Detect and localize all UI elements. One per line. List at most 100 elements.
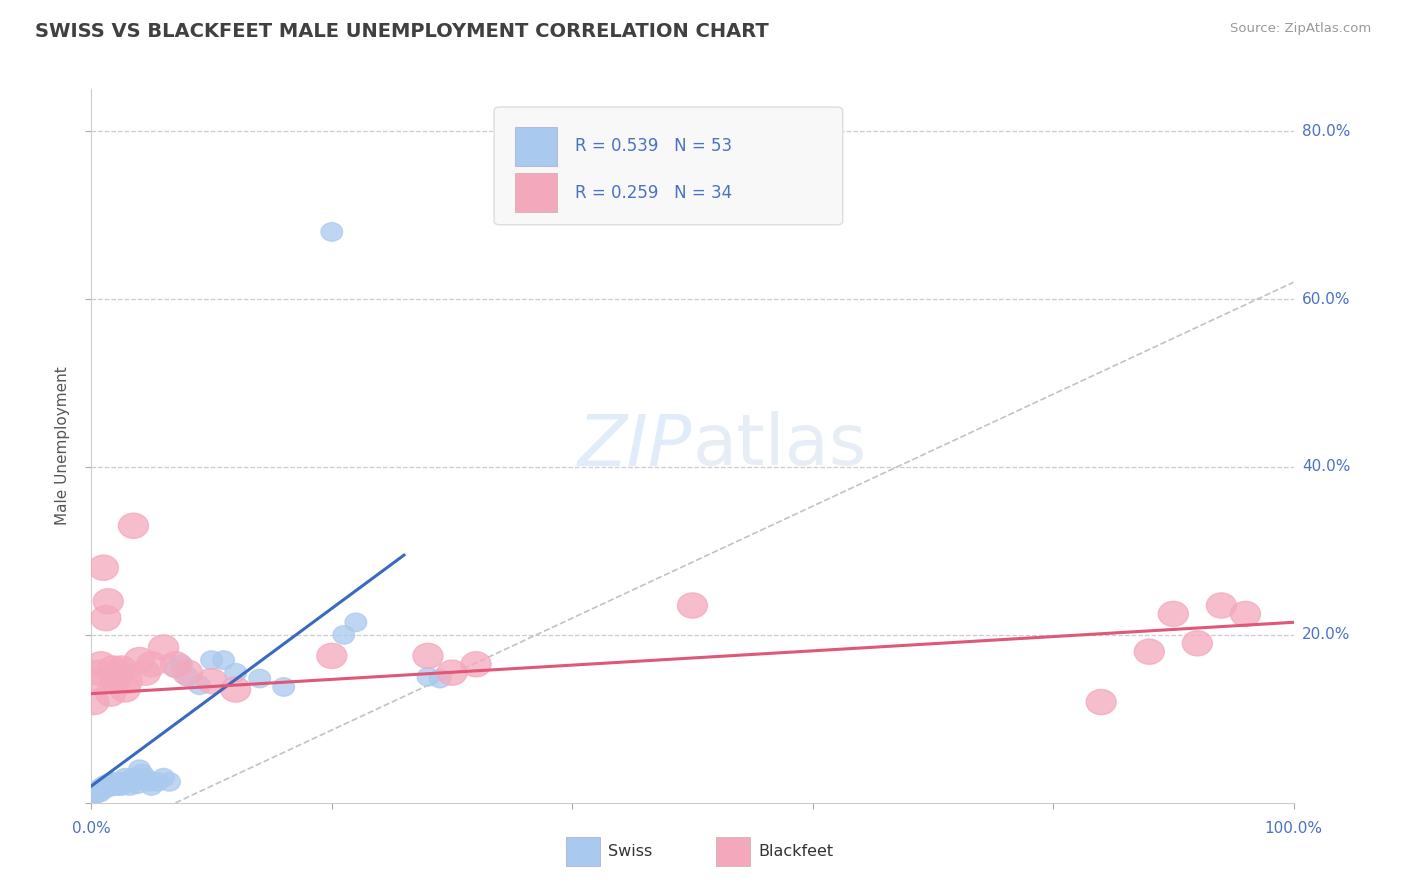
Ellipse shape <box>321 223 343 241</box>
Ellipse shape <box>86 783 107 802</box>
Ellipse shape <box>83 785 104 804</box>
Ellipse shape <box>103 775 124 794</box>
Ellipse shape <box>173 660 202 685</box>
Ellipse shape <box>124 772 145 791</box>
Ellipse shape <box>104 772 127 791</box>
Ellipse shape <box>82 668 111 694</box>
Ellipse shape <box>121 768 143 787</box>
Ellipse shape <box>131 660 160 685</box>
Ellipse shape <box>107 777 129 796</box>
FancyBboxPatch shape <box>515 173 557 212</box>
Ellipse shape <box>83 660 114 685</box>
Ellipse shape <box>197 668 226 694</box>
Ellipse shape <box>103 660 132 685</box>
Ellipse shape <box>153 768 174 787</box>
Ellipse shape <box>225 664 246 681</box>
Ellipse shape <box>1159 601 1188 626</box>
Text: atlas: atlas <box>692 411 868 481</box>
Ellipse shape <box>108 772 129 791</box>
Ellipse shape <box>120 777 141 796</box>
Ellipse shape <box>105 775 128 794</box>
Text: 20.0%: 20.0% <box>1302 627 1350 642</box>
Text: SWISS VS BLACKFEET MALE UNEMPLOYMENT CORRELATION CHART: SWISS VS BLACKFEET MALE UNEMPLOYMENT COR… <box>35 22 769 41</box>
Ellipse shape <box>93 589 124 614</box>
Ellipse shape <box>97 779 120 797</box>
Ellipse shape <box>146 772 169 791</box>
Ellipse shape <box>159 772 180 791</box>
Ellipse shape <box>135 768 156 787</box>
Ellipse shape <box>111 777 132 796</box>
Ellipse shape <box>249 669 270 688</box>
Ellipse shape <box>112 668 142 694</box>
Ellipse shape <box>107 656 136 681</box>
Ellipse shape <box>1135 639 1164 665</box>
Ellipse shape <box>110 775 131 794</box>
Ellipse shape <box>91 606 121 631</box>
Ellipse shape <box>141 777 162 796</box>
Ellipse shape <box>149 635 179 660</box>
Ellipse shape <box>104 777 125 796</box>
Ellipse shape <box>273 678 294 696</box>
Text: Swiss: Swiss <box>609 844 652 859</box>
Ellipse shape <box>86 652 117 677</box>
Ellipse shape <box>212 651 235 669</box>
Ellipse shape <box>429 669 451 688</box>
Ellipse shape <box>89 783 111 802</box>
Ellipse shape <box>127 775 148 794</box>
Ellipse shape <box>131 764 153 782</box>
Ellipse shape <box>333 625 354 644</box>
Ellipse shape <box>91 781 112 799</box>
Ellipse shape <box>90 779 112 797</box>
Ellipse shape <box>94 779 115 797</box>
Ellipse shape <box>101 772 122 791</box>
Ellipse shape <box>138 772 160 791</box>
Ellipse shape <box>110 677 141 702</box>
Ellipse shape <box>129 760 150 779</box>
Ellipse shape <box>87 781 110 799</box>
FancyBboxPatch shape <box>567 837 600 865</box>
FancyBboxPatch shape <box>494 107 842 225</box>
Text: R = 0.259   N = 34: R = 0.259 N = 34 <box>575 184 731 202</box>
Ellipse shape <box>96 775 117 794</box>
Text: Blackfeet: Blackfeet <box>759 844 834 859</box>
Ellipse shape <box>98 775 121 794</box>
Ellipse shape <box>136 652 166 677</box>
Text: Source: ZipAtlas.com: Source: ZipAtlas.com <box>1230 22 1371 36</box>
Text: 60.0%: 60.0% <box>1302 292 1350 307</box>
Ellipse shape <box>160 652 191 677</box>
Ellipse shape <box>165 659 187 678</box>
Ellipse shape <box>1182 631 1212 656</box>
Ellipse shape <box>112 772 134 791</box>
Text: 100.0%: 100.0% <box>1264 822 1323 837</box>
Text: 40.0%: 40.0% <box>1302 459 1350 475</box>
Text: ZIP: ZIP <box>578 411 692 481</box>
Ellipse shape <box>1206 593 1236 618</box>
Ellipse shape <box>96 681 125 706</box>
Ellipse shape <box>461 652 491 677</box>
Ellipse shape <box>89 555 118 581</box>
Ellipse shape <box>177 667 198 686</box>
Ellipse shape <box>201 651 222 669</box>
Ellipse shape <box>188 676 211 695</box>
Ellipse shape <box>87 782 108 801</box>
Ellipse shape <box>93 777 114 796</box>
Ellipse shape <box>84 785 105 804</box>
Ellipse shape <box>437 660 467 685</box>
Ellipse shape <box>125 648 155 673</box>
Ellipse shape <box>678 593 707 618</box>
Text: R = 0.539   N = 53: R = 0.539 N = 53 <box>575 137 731 155</box>
Y-axis label: Male Unemployment: Male Unemployment <box>55 367 70 525</box>
FancyBboxPatch shape <box>717 837 751 865</box>
Ellipse shape <box>118 513 149 539</box>
Ellipse shape <box>100 668 131 694</box>
Ellipse shape <box>117 772 138 791</box>
Ellipse shape <box>100 777 121 796</box>
Text: 0.0%: 0.0% <box>72 822 111 837</box>
Ellipse shape <box>170 655 193 673</box>
Ellipse shape <box>114 768 136 787</box>
Ellipse shape <box>98 656 128 681</box>
Ellipse shape <box>413 643 443 668</box>
Ellipse shape <box>344 613 367 632</box>
Ellipse shape <box>221 677 250 702</box>
Ellipse shape <box>418 667 439 686</box>
